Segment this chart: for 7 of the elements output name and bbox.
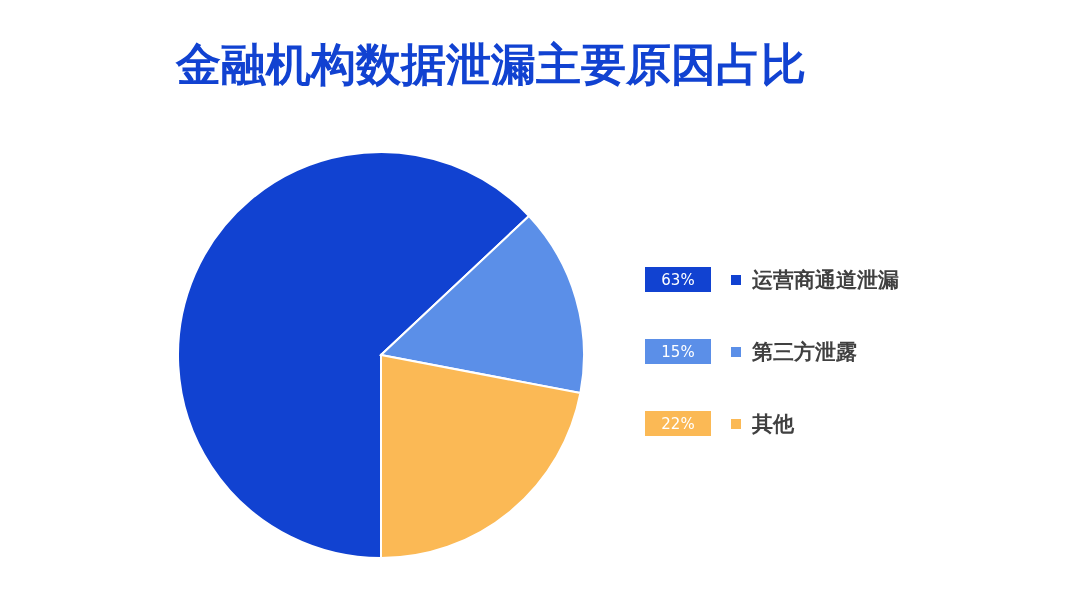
data-label: 63% <box>661 270 695 289</box>
legend-label: 运营商通道泄漏 <box>752 266 899 294</box>
chart-title: 金融机构数据泄漏主要原因占比 <box>176 38 806 91</box>
legend-label: 其他 <box>752 410 794 438</box>
data-label: 22% <box>661 414 695 433</box>
data-label: 15% <box>661 342 695 361</box>
legend-label: 第三方泄露 <box>752 338 857 366</box>
